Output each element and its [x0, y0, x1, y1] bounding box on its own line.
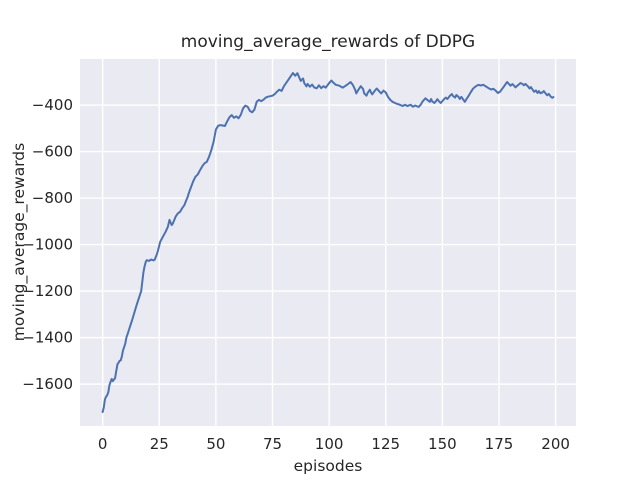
y-tick-label: −600: [32, 143, 73, 161]
x-tick-label: 150: [428, 435, 457, 453]
x-tick-label: 100: [315, 435, 344, 453]
x-axis-label: episodes: [294, 457, 363, 475]
x-tick-label: 200: [541, 435, 570, 453]
y-tick-label: −1400: [22, 329, 73, 347]
y-tick-label: −400: [32, 96, 73, 114]
reward-line-series: [101, 72, 555, 413]
x-axis-tick-labels: 0 25 50 75 100 125 150 175 200: [98, 435, 570, 453]
horizontal-gridlines: [80, 104, 576, 385]
x-tick-label: 25: [150, 435, 169, 453]
y-tick-label: −800: [32, 189, 73, 207]
plot-area: [80, 59, 576, 426]
x-tick-label: 75: [263, 435, 282, 453]
chart-title: moving_average_rewards of DDPG: [181, 32, 475, 52]
y-axis-tick-labels: −400 −600 −800 −1000 −1200 −1400 −1600: [22, 96, 73, 393]
y-tick-label: −1200: [22, 282, 73, 300]
x-tick-label: 125: [371, 435, 400, 453]
y-axis-label: moving_average_rewards: [10, 143, 29, 341]
y-tick-label: −1600: [22, 375, 73, 393]
x-tick-label: 50: [206, 435, 225, 453]
x-tick-label: 0: [98, 435, 108, 453]
vertical-gridlines: [101, 59, 557, 426]
y-tick-label: −1000: [22, 236, 73, 254]
x-tick-label: 175: [485, 435, 514, 453]
